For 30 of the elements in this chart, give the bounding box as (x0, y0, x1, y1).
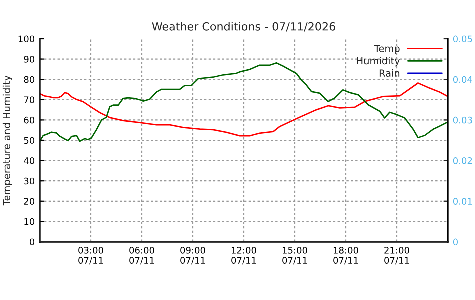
line-series (40, 82, 448, 137)
x-tick-label: 15:00 07/11 (282, 247, 308, 265)
y-tick-label: 10 (24, 218, 35, 226)
y2-tick-label: 0.05 (453, 36, 472, 43)
y-tick-label: 30 (24, 178, 35, 185)
x-tick-label: 03:00 07/11 (78, 247, 104, 265)
y-axis-title: Temperature and Humidity (2, 76, 12, 206)
y2-tick-label: 0.02 (453, 158, 472, 164)
x-tick-label: 09:00 07/11 (180, 247, 206, 265)
y2-tick-label: 0.01 (453, 198, 472, 205)
y2-tick-label: 0.03 (453, 116, 472, 124)
x-tick-label: 18:00 07/11 (334, 247, 358, 265)
y-tick-label: 90 (24, 56, 35, 63)
legend-label: Rain (380, 69, 400, 78)
y2-tick-label: 0 (453, 238, 458, 246)
y-tick-label: 80 (24, 76, 35, 84)
chart-title: Weather Conditions - 07/11/2026 (152, 22, 336, 32)
y-tick-label: 60 (24, 116, 35, 124)
y2-tick-label: 0.04 (453, 76, 472, 84)
y-tick-label: 20 (24, 198, 35, 205)
legend-label: Temp (374, 45, 400, 54)
y-tick-label: 40 (24, 158, 35, 164)
legend-label: Humidity (357, 57, 400, 67)
x-tick-label: 06:00 07/11 (130, 247, 154, 265)
x-tick-label: 21:00 07/11 (384, 247, 410, 265)
y-tick-label: 100 (18, 36, 35, 43)
y-tick-label: 70 (24, 96, 35, 104)
x-tick-label: 12:00 07/11 (232, 247, 256, 265)
y-tick-label: 0 (30, 238, 35, 246)
y-tick-label: 50 (24, 137, 35, 144)
